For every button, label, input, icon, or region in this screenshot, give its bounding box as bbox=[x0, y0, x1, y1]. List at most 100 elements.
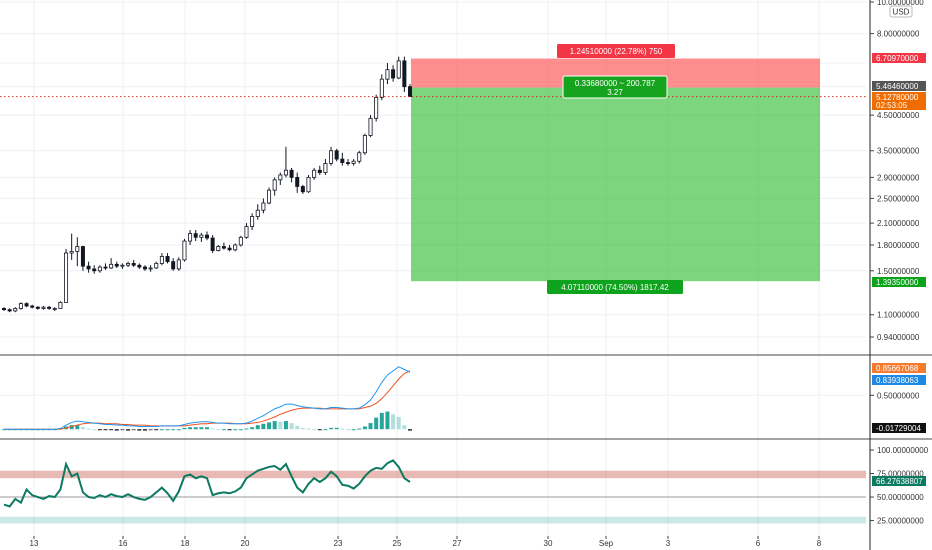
candle-body bbox=[317, 169, 322, 173]
macd-histogram-bar bbox=[75, 425, 80, 430]
macd-histogram-bar bbox=[374, 417, 379, 430]
candle-body bbox=[374, 97, 379, 119]
macd-histogram-bar bbox=[137, 429, 142, 431]
price-tick-label: 0.94000000 bbox=[877, 333, 920, 342]
center-label[interactable]: 0.33680000 ~ 200.787 3.27 bbox=[562, 75, 668, 99]
time-tick-label: 20 bbox=[241, 539, 250, 548]
macd-histogram-bar bbox=[283, 421, 288, 430]
macd-tag-background bbox=[872, 423, 926, 433]
candle-body bbox=[345, 162, 350, 164]
macd-histogram-bar bbox=[120, 429, 125, 431]
macd-tag-background bbox=[872, 375, 926, 385]
macd-histogram-bar bbox=[368, 423, 373, 430]
candle-body bbox=[137, 264, 142, 268]
center-label-line1: 0.33680000 ~ 200.787 bbox=[575, 79, 656, 88]
target-label-text: 4.07110000 (74.50%) 1817.42 bbox=[561, 283, 669, 292]
stop-label[interactable]: 1.24510000 (22.78%) 750 bbox=[557, 44, 675, 58]
macd-histogram-bar bbox=[159, 429, 164, 431]
candle-body bbox=[24, 303, 29, 307]
candle-body bbox=[278, 174, 283, 181]
price-tick-label: 10.00000000 bbox=[877, 0, 924, 7]
time-tick-label: 23 bbox=[334, 539, 343, 548]
candle-body bbox=[47, 306, 52, 309]
candle-body bbox=[210, 237, 215, 251]
candle-body bbox=[64, 252, 69, 303]
candle-body bbox=[272, 179, 277, 191]
macd-histogram-bar bbox=[199, 427, 204, 430]
macd-histogram-bar bbox=[317, 429, 322, 431]
candle-body bbox=[250, 216, 255, 227]
macd-histogram-bar bbox=[396, 417, 401, 430]
macd-histogram-bar bbox=[340, 428, 345, 430]
macd-tag-background bbox=[872, 363, 926, 373]
macd-grid: 0.50000000 0.85667068 0.83938063 -0.0172900… bbox=[0, 363, 926, 433]
rsi-line bbox=[3, 459, 411, 508]
price-tag-background bbox=[872, 81, 926, 91]
time-tick-label: 30 bbox=[544, 539, 553, 548]
macd-signal-line bbox=[4, 370, 411, 430]
candle-body bbox=[159, 256, 164, 264]
macd-histogram-bar bbox=[69, 425, 74, 430]
time-tick-label: 13 bbox=[30, 539, 39, 548]
price-tag-label: 5.12780000 bbox=[876, 93, 919, 102]
rsi-current-tag-label: 66.27638807 bbox=[876, 477, 923, 486]
candle-body bbox=[193, 233, 198, 238]
macd-histogram-bar bbox=[385, 411, 390, 430]
candle-body bbox=[199, 234, 204, 238]
candle-body bbox=[402, 60, 407, 88]
candle-body bbox=[396, 60, 401, 79]
candle-body bbox=[221, 246, 226, 249]
price-tag-background bbox=[872, 53, 926, 63]
candle-body bbox=[323, 163, 328, 173]
macd-histogram-bar bbox=[165, 429, 170, 431]
macd-histogram-bar bbox=[188, 427, 193, 430]
price-tag-background bbox=[872, 277, 926, 287]
macd-histogram-bar bbox=[278, 421, 283, 430]
macd-histogram-bar bbox=[114, 429, 119, 431]
candle-body bbox=[368, 117, 373, 136]
candle-body bbox=[13, 308, 18, 312]
candle-body bbox=[385, 69, 390, 80]
macd-histogram-bar bbox=[210, 428, 215, 430]
macd-histogram bbox=[2, 411, 412, 431]
macd-histogram-bar bbox=[334, 427, 339, 430]
rsi-tick-label: 25.00000000 bbox=[877, 517, 924, 526]
price-tick-label: 8.00000000 bbox=[877, 30, 920, 39]
macd-histogram-bar bbox=[193, 427, 198, 430]
candle-body bbox=[283, 169, 288, 176]
candlestick-series bbox=[2, 56, 412, 313]
macd-tag-label: 0.83938063 bbox=[876, 376, 919, 385]
macd-histogram-bar bbox=[171, 429, 176, 431]
stop-label-text: 1.24510000 (22.78%) 750 bbox=[570, 47, 663, 56]
time-tick-label: 27 bbox=[453, 539, 462, 548]
candle-body bbox=[261, 202, 266, 211]
macd-histogram-bar bbox=[97, 429, 102, 431]
time-tick-label: Sep bbox=[599, 539, 614, 548]
candle-body bbox=[340, 158, 345, 163]
macd-histogram-bar bbox=[244, 428, 249, 430]
macd-histogram-bar bbox=[216, 429, 221, 431]
candle-body bbox=[238, 236, 243, 246]
candle-body bbox=[41, 306, 46, 309]
candle-body bbox=[131, 263, 136, 266]
macd-histogram-bar bbox=[131, 429, 136, 431]
take-profit-zone[interactable] bbox=[411, 87, 820, 282]
price-tag-background bbox=[872, 92, 926, 102]
candle-body bbox=[148, 267, 153, 270]
macd-histogram-bar bbox=[176, 429, 181, 431]
time-tick-label: 3 bbox=[666, 539, 671, 548]
price-axis[interactable]: 10.00000000 8.00000000 4.50000000 3.5000000… bbox=[870, 0, 929, 526]
macd-tag-label: 0.85667068 bbox=[876, 364, 919, 373]
candle-body bbox=[227, 247, 232, 251]
macd-histogram-bar bbox=[80, 427, 85, 430]
macd-histogram-bar bbox=[295, 425, 300, 430]
candle-body bbox=[351, 160, 356, 164]
time-axis[interactable]: 13 16 18 20 23 25 27 30 Sep 3 6 8 bbox=[30, 536, 822, 548]
candle-body bbox=[80, 246, 85, 267]
currency-badge[interactable]: USD bbox=[889, 5, 913, 18]
macd-histogram-bar bbox=[272, 421, 277, 430]
price-tick-label: 1.80000000 bbox=[877, 241, 920, 250]
target-label[interactable]: 4.07110000 (74.50%) 1817.42 bbox=[547, 280, 683, 294]
